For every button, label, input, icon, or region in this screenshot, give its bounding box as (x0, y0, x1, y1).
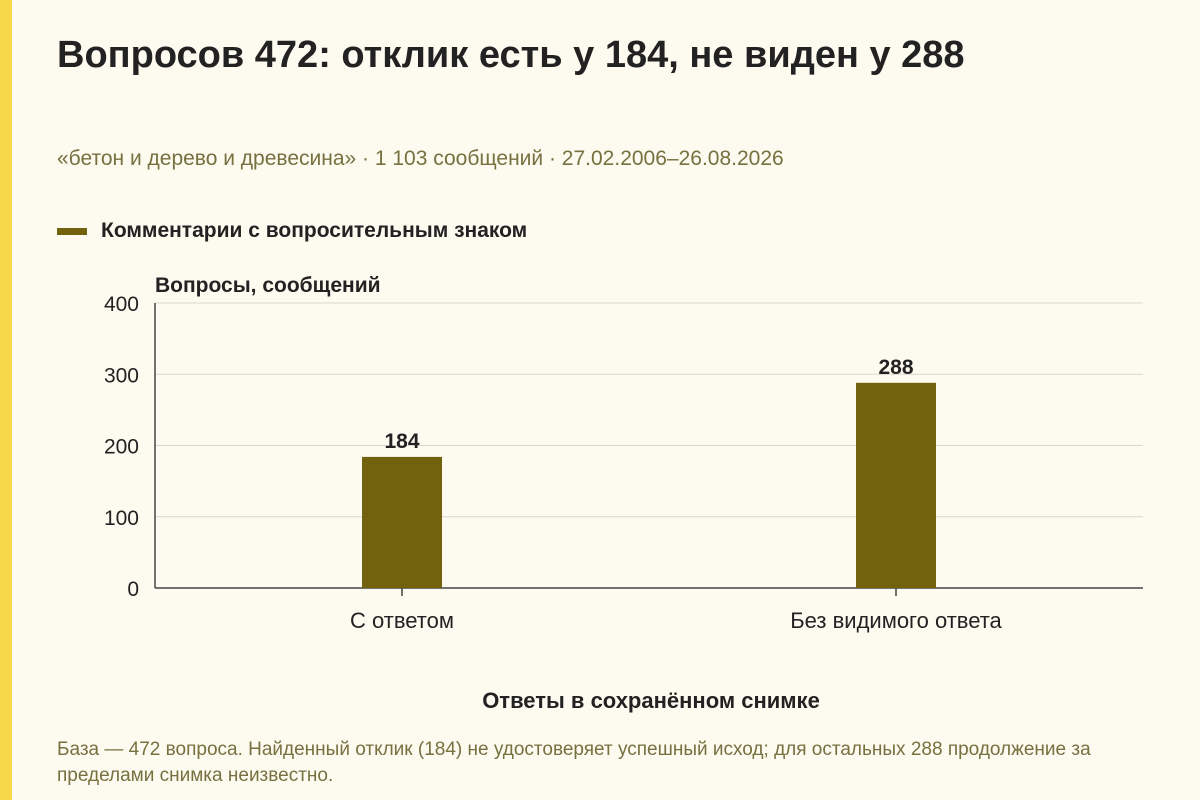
bar-value-label: 184 (384, 430, 419, 453)
y-tick-label: 400 (104, 293, 139, 316)
legend-label: Комментарии с вопросительным знаком (101, 219, 528, 242)
legend-swatch (57, 227, 87, 235)
x-tick-label: Без видимого ответа (790, 608, 1002, 633)
footnote: База — 472 вопроса. Найденный отклик (18… (57, 739, 1091, 786)
bar-value-label: 288 (878, 356, 913, 379)
bar-chart: 0 100 200 300 400 Вопросы, сообщений 184 С отве… (104, 274, 1143, 713)
chart-subtitle: «бетон и дерево и древесина» · 1 103 соо… (57, 147, 784, 170)
y-tick-label: 200 (104, 436, 139, 459)
x-axis-label: Ответы в сохранённом снимке (482, 688, 820, 713)
accent-bar (0, 0, 12, 800)
bar (362, 456, 442, 588)
legend: Комментарии с вопросительным знаком (57, 219, 527, 243)
x-tick-label: С ответом (350, 608, 454, 633)
y-tick-label: 0 (127, 578, 139, 601)
chart-title: Вопросов 472: отклик есть у 184, не виде… (57, 34, 965, 76)
y-tick-label: 100 (104, 507, 139, 530)
y-axis-label: Вопросы, сообщений (155, 274, 381, 297)
bar (856, 382, 936, 588)
y-tick-label: 300 (104, 364, 139, 387)
